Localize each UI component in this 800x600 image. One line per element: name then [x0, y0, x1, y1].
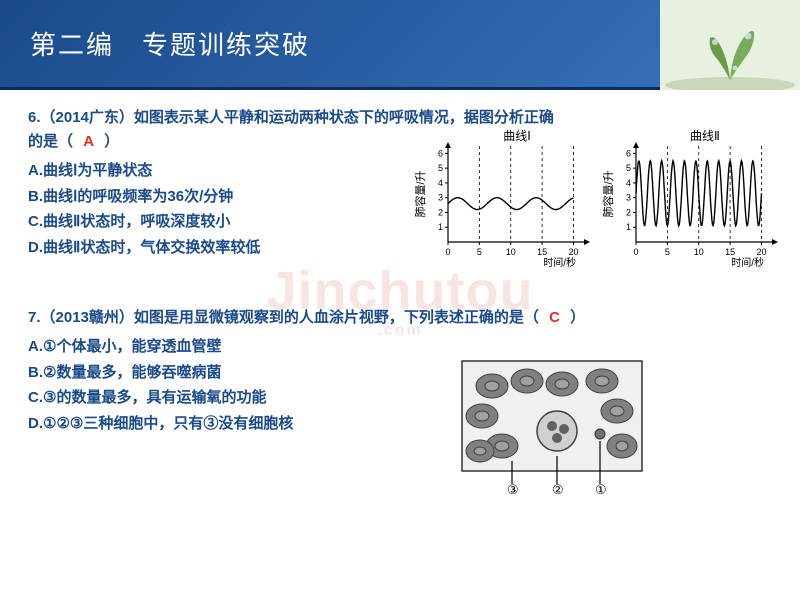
svg-text:0: 0: [445, 247, 450, 257]
svg-text:15: 15: [537, 247, 547, 257]
svg-text:3: 3: [626, 193, 631, 203]
svg-text:4: 4: [626, 178, 631, 188]
q6-opt-a: A.曲线Ⅰ为平静状态: [28, 158, 388, 184]
svg-text:5: 5: [665, 247, 670, 257]
svg-text:肺容量/升: 肺容量/升: [414, 170, 427, 217]
svg-text:5: 5: [438, 163, 443, 173]
plant-image: [660, 0, 800, 90]
svg-text:20: 20: [568, 247, 578, 257]
q6-options: A.曲线Ⅰ为平静状态 B.曲线Ⅰ的呼吸频率为36次/分钟 C.曲线Ⅱ状态时，呼吸…: [28, 158, 388, 260]
q6-stem-a: 6.（2014广东）如图表示某人平静和运动两种状态下的呼吸情况，据图分析正确: [28, 109, 554, 126]
slide-content: 6.（2014广东）如图表示某人平静和运动两种状态下的呼吸情况，据图分析正确 的…: [0, 90, 800, 464]
svg-text:6: 6: [626, 148, 631, 158]
svg-text:曲线Ⅰ: 曲线Ⅰ: [503, 129, 531, 143]
q7-options: A.①个体最小，能穿透血管壁 B.②数量最多，能够吞噬病菌 C.③的数量最多，具…: [28, 334, 408, 436]
question-7: 7.（2013赣州）如图是用显微镜观察到的人血涂片视野，下列表述正确的是（ C …: [28, 306, 772, 436]
q6-stem-c: ）: [104, 133, 119, 150]
svg-text:5: 5: [477, 247, 482, 257]
svg-text:10: 10: [694, 247, 704, 257]
q7-opt-a: A.①个体最小，能穿透血管壁: [28, 334, 408, 360]
q7-label-1: ①: [595, 482, 607, 496]
svg-text:时间/秒: 时间/秒: [731, 256, 764, 268]
q7-stem-a: 7.（2013赣州）如图是用显微镜观察到的人血涂片视野，下列表述正确的是（: [28, 309, 539, 326]
q6-charts: 曲线Ⅰ肺容量/升12345605101520时间/秒 曲线Ⅱ肺容量/升12345…: [414, 128, 782, 268]
q7-blood-image: ③ ② ①: [452, 356, 652, 496]
q7-label-2: ②: [552, 482, 564, 496]
svg-text:时间/秒: 时间/秒: [543, 256, 576, 268]
svg-text:5: 5: [626, 163, 631, 173]
svg-text:10: 10: [506, 247, 516, 257]
svg-text:15: 15: [725, 247, 735, 257]
q6-chart-1: 曲线Ⅰ 肺容量/升 1 2 3 4 5 6 0 5 10 15 20时间/秒: [414, 128, 594, 268]
q6-chart-2: 曲线Ⅱ 肺容量/升 1 2 3 4 5 6 0 5 10 15 20时间/秒: [602, 128, 782, 268]
svg-text:2: 2: [626, 207, 631, 217]
svg-text:肺容量/升: 肺容量/升: [602, 170, 615, 217]
q7-opt-c: C.③的数量最多，具有运输氧的功能: [28, 385, 408, 411]
q7-stem: 7.（2013赣州）如图是用显微镜观察到的人血涂片视野，下列表述正确的是（ C …: [28, 306, 772, 330]
svg-text:2: 2: [438, 207, 443, 217]
q6-opt-c: C.曲线Ⅱ状态时，呼吸深度较小: [28, 209, 388, 235]
question-6: 6.（2014广东）如图表示某人平静和运动两种状态下的呼吸情况，据图分析正确 的…: [28, 106, 772, 260]
q6-stem-b: 的是（: [28, 133, 73, 150]
svg-text:6: 6: [438, 148, 443, 158]
header-title: 第二编 专题训练突破: [30, 25, 310, 62]
slide-header: 第二编 专题训练突破: [0, 0, 800, 90]
svg-text:20: 20: [756, 247, 766, 257]
svg-text:0: 0: [633, 247, 638, 257]
q7-answer: C: [543, 309, 566, 326]
q6-opt-d: D.曲线Ⅱ状态时，气体交换效率较低: [28, 235, 388, 261]
q7-opt-b: B.②数量最多，能够吞噬病菌: [28, 360, 408, 386]
svg-text:曲线Ⅱ: 曲线Ⅱ: [690, 129, 720, 143]
q7-stem-c: ）: [570, 309, 585, 326]
svg-text:1: 1: [438, 222, 443, 232]
q7-label-3: ③: [507, 482, 519, 496]
q7-opt-d: D.①②③三种细胞中，只有③没有细胞核: [28, 411, 408, 437]
q6-answer: A: [77, 133, 100, 150]
svg-text:3: 3: [438, 193, 443, 203]
q6-opt-b: B.曲线Ⅰ的呼吸频率为36次/分钟: [28, 184, 388, 210]
svg-text:1: 1: [626, 222, 631, 232]
svg-text:4: 4: [438, 178, 443, 188]
